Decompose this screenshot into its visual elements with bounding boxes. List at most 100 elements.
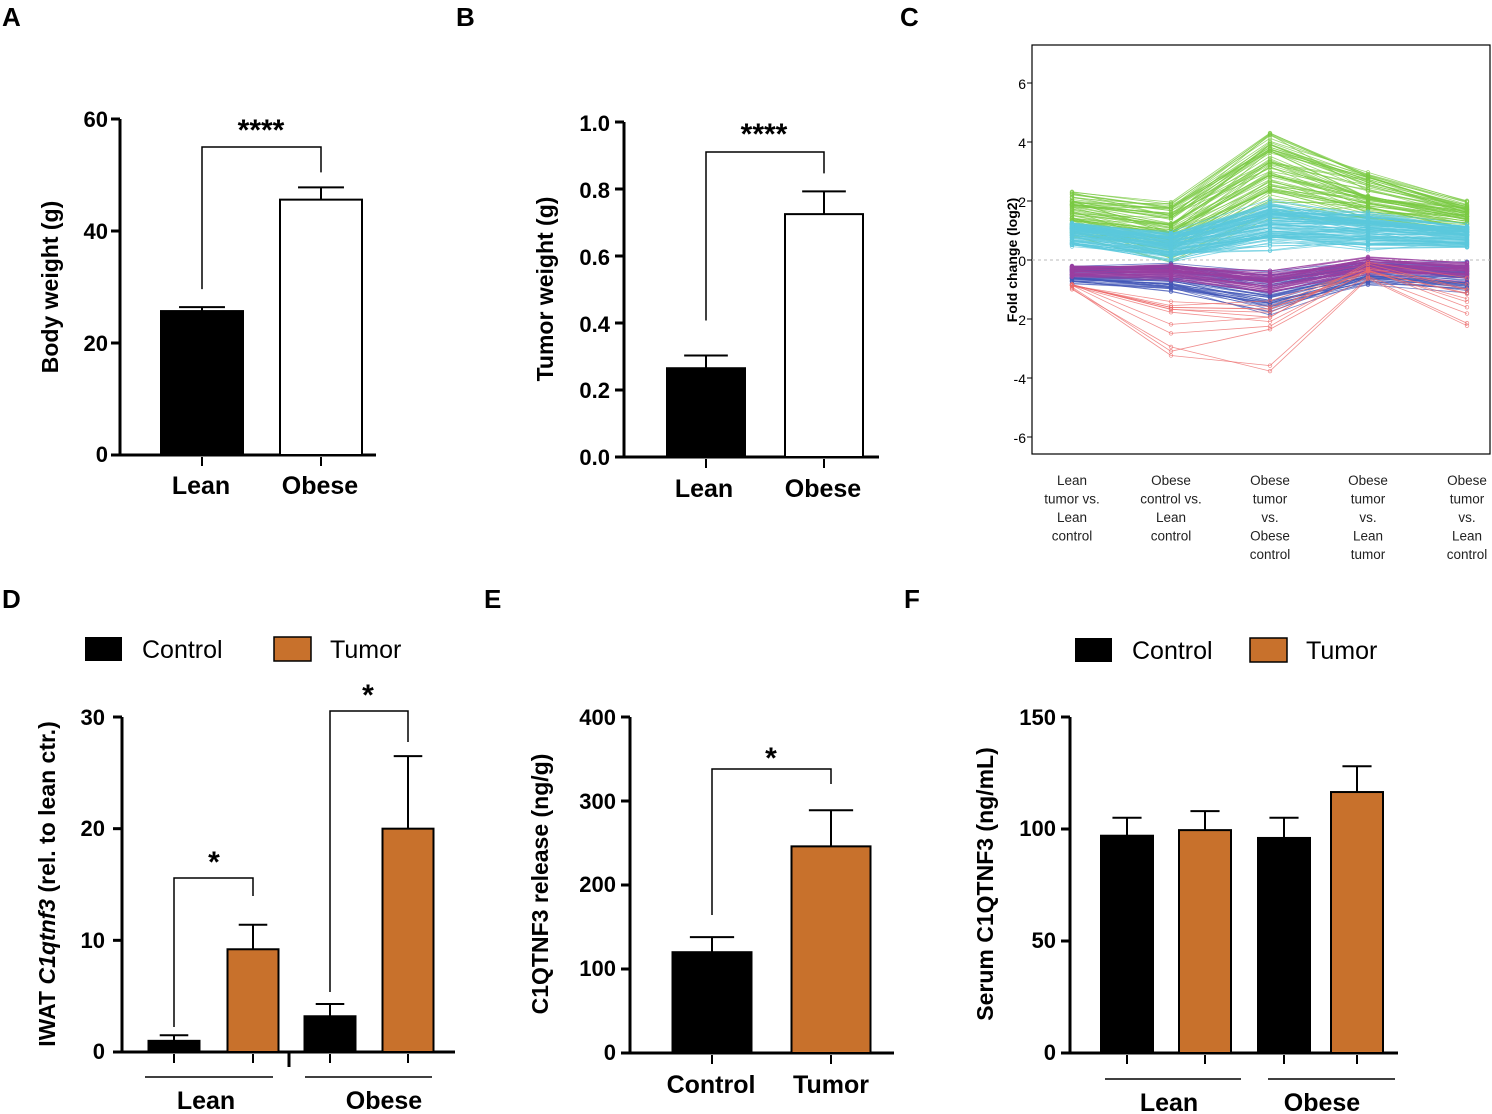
panel-c-point-cyan — [1267, 233, 1273, 238]
panel-c-point-cyan — [1365, 240, 1371, 246]
panel-c-point-purple — [1365, 254, 1371, 259]
panel-d-control-bar — [303, 1015, 357, 1053]
panel-label-f: F — [904, 584, 920, 614]
panel-c-xlabel-line: vs. — [1458, 510, 1475, 525]
panel-d-control-bar — [147, 1039, 201, 1054]
panel-c-point-cyan — [1267, 248, 1273, 253]
panel-b-category: Obese — [785, 475, 862, 503]
panel-e-c1qtnf3-release: C1QTNF3 release (ng/g) 400 300 200 100 0… — [527, 705, 894, 1099]
panel-d-obese-significance-bracket — [329, 710, 409, 992]
panel-d-ytick: 10 — [81, 928, 105, 953]
panel-c-series-line-green — [1071, 150, 1468, 210]
panel-c-point-red — [1168, 305, 1174, 310]
panel-c-series-line-blue — [1071, 280, 1468, 316]
panel-c-point-red — [1365, 274, 1371, 279]
panel-f-tumor-bar — [1178, 829, 1232, 1054]
panel-c-point-cyan — [1267, 243, 1273, 249]
panel-a-ytick: 60 — [84, 107, 108, 132]
panel-f-serum-c1qtnf3: Control Tumor Serum C1QTNF3 (ng/mL) 150 … — [972, 637, 1398, 1114]
panel-c-point-green — [1069, 213, 1075, 218]
panel-c-point-cyan — [1069, 233, 1075, 238]
panel-label-b: B — [456, 2, 475, 32]
panel-d-ylabel-prefix: IWAT — [34, 985, 60, 1047]
panel-d-legend-swatch-control — [85, 637, 122, 661]
panel-c-ytick: 2 — [1018, 194, 1026, 210]
panel-c-point-red — [1267, 324, 1273, 329]
panel-c-point-green — [1069, 198, 1075, 203]
panel-c-lines — [1069, 130, 1470, 374]
panel-c-point-green — [1365, 180, 1371, 185]
panel-c-point-cyan — [1464, 237, 1470, 243]
panel-c-xlabel-line: Obese — [1151, 473, 1191, 488]
panel-c-point-green — [1168, 206, 1174, 211]
panel-c-point-cyan — [1168, 242, 1174, 247]
panel-c-point-red — [1464, 287, 1470, 292]
panel-c-xlabel-line: control — [1151, 529, 1192, 544]
panel-f-legend-swatch-tumor — [1249, 637, 1288, 663]
panel-c-point-cyan — [1069, 237, 1075, 243]
panel-f-group-label: Lean — [1140, 1089, 1198, 1114]
panel-c-point-cyan — [1365, 238, 1371, 243]
panel-c-series-line-purple — [1071, 256, 1468, 272]
panel-d-group-label: Obese — [346, 1087, 423, 1114]
panel-c-point-cyan — [1168, 230, 1174, 236]
panel-c-point-purple — [1168, 265, 1174, 270]
panel-a-body-weight: Body weight (g) 60 40 20 0 Lean Obese **… — [37, 107, 376, 500]
panel-b-ylabel: Tumor weight (g) — [532, 197, 558, 382]
panel-c-ytick: 2 — [1018, 312, 1026, 328]
panel-a-significance-bracket — [201, 146, 322, 290]
panel-c-xlabel-line: tumor vs. — [1044, 492, 1100, 507]
panel-c-series-line-red — [1071, 270, 1468, 313]
panel-c-point-red — [1365, 261, 1371, 267]
panel-e-bar — [790, 845, 872, 1054]
panel-c-series-line-cyan — [1071, 227, 1468, 246]
panel-d-tumor-bar — [381, 827, 435, 1054]
panel-c-series-line-green — [1071, 133, 1468, 218]
panel-c-point-red — [1168, 299, 1174, 304]
panel-c-series-line-green — [1071, 161, 1468, 236]
panel-c-point-red — [1464, 296, 1470, 301]
panel-c-ytick: -4 — [1014, 371, 1027, 387]
panel-c-point-purple — [1168, 277, 1174, 282]
panel-c-xlabel-line: control — [1447, 547, 1488, 562]
panel-c-point-green — [1464, 209, 1470, 215]
panel-f-control-bar — [1100, 834, 1154, 1054]
panel-e-category: Tumor — [793, 1071, 869, 1099]
panel-c-point-cyan — [1168, 235, 1174, 241]
panel-b-ytick: 0.2 — [579, 378, 610, 403]
panel-c-point-purple — [1267, 268, 1273, 273]
panel-label-d: D — [2, 584, 21, 614]
panel-c-ytick: 0 — [1018, 253, 1026, 269]
panel-d-ytick: 20 — [81, 816, 105, 841]
panel-c-series-line-cyan — [1071, 228, 1468, 251]
panel-a-ylabel: Body weight (g) — [37, 201, 63, 373]
panel-c-xlabel-line: control — [1052, 529, 1093, 544]
panel-d-legend-tumor: Tumor — [330, 636, 401, 664]
panel-c-point-cyan — [1069, 226, 1075, 231]
panel-c-point-red — [1267, 304, 1273, 309]
panel-c-point-red — [1464, 291, 1470, 297]
panel-c-point-green — [1464, 212, 1470, 218]
panel-c-point-blue — [1168, 288, 1174, 294]
panel-c-series-line-red — [1071, 268, 1468, 307]
panel-c-point-red — [1267, 314, 1273, 320]
panel-c-point-cyan — [1464, 233, 1470, 238]
panel-c-series-line-green — [1071, 179, 1468, 229]
panel-c-point-cyan — [1464, 234, 1470, 240]
panel-f-legend-tumor: Tumor — [1306, 637, 1377, 665]
panel-c-point-cyan — [1267, 236, 1273, 241]
panel-c-point-red — [1168, 331, 1174, 336]
panel-c-point-red — [1464, 311, 1470, 316]
panel-c-point-cyan — [1365, 230, 1371, 235]
panel-label-e: E — [484, 584, 501, 614]
panel-c-point-green — [1069, 192, 1075, 197]
panel-c-xlabel-line: tumor — [1253, 492, 1288, 507]
panel-c-series-line-purple — [1071, 266, 1468, 283]
panel-c-point-red — [1267, 368, 1273, 374]
panel-c-point-red — [1464, 323, 1470, 328]
panel-c-xlabel-line: tumor — [1351, 547, 1386, 562]
panel-c-series-line-green — [1071, 155, 1468, 219]
panel-c-point-cyan — [1267, 225, 1273, 231]
panel-d-tumor-bar — [226, 948, 280, 1053]
panel-c-point-cyan — [1365, 246, 1371, 251]
